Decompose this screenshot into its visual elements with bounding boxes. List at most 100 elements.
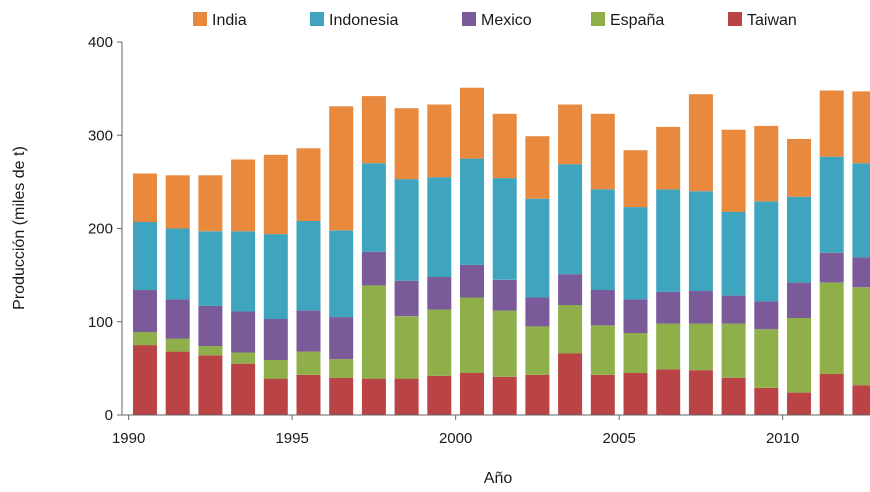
bar-españa-2004 bbox=[590, 325, 615, 375]
legend-swatch-india bbox=[193, 12, 207, 26]
bar-india-1994 bbox=[263, 154, 288, 235]
bar-india-2001 bbox=[492, 113, 517, 179]
bars bbox=[133, 87, 870, 415]
bar-india-2004 bbox=[590, 113, 615, 190]
bar-india-2011 bbox=[819, 90, 844, 157]
bar-españa-1998 bbox=[394, 316, 419, 379]
bar-mexico-1996 bbox=[329, 317, 354, 360]
bar-mexico-2000 bbox=[460, 264, 484, 298]
bar-taiwan-2000 bbox=[460, 373, 484, 415]
legend-label-indonesia: Indonesia bbox=[329, 12, 398, 29]
bar-españa-2000 bbox=[460, 297, 484, 373]
bar-taiwan-1999 bbox=[427, 375, 452, 415]
legend-label-taiwan: Taiwan bbox=[747, 12, 797, 29]
bar-españa-2008 bbox=[721, 323, 746, 378]
bar-españa-1997 bbox=[361, 285, 386, 379]
bar-taiwan-2006 bbox=[656, 369, 681, 415]
bar-indonesia-1992 bbox=[198, 231, 223, 306]
bar-indonesia-2011 bbox=[819, 156, 844, 253]
bar-mexico-2008 bbox=[721, 295, 746, 324]
bar-mexico-1994 bbox=[263, 319, 288, 360]
bar-indonesia-1993 bbox=[231, 231, 256, 312]
bar-indonesia-2000 bbox=[460, 158, 484, 265]
bar-india-2003 bbox=[558, 104, 583, 165]
bar-india-2007 bbox=[688, 94, 713, 192]
bar-españa-1999 bbox=[427, 309, 452, 376]
bar-indonesia-1997 bbox=[361, 163, 386, 252]
legend-swatch-españa bbox=[591, 12, 605, 26]
bar-indonesia-2006 bbox=[656, 189, 681, 292]
legend: India Indonesia Mexico España Taiwan bbox=[193, 12, 797, 29]
legend-swatch-taiwan bbox=[728, 12, 742, 26]
bar-india-1998 bbox=[394, 108, 419, 180]
bar-indonesia-1991 bbox=[165, 228, 190, 300]
y-tick-label: 400 bbox=[88, 34, 113, 51]
bar-mexico-2004 bbox=[590, 290, 615, 326]
bar-mexico-1993 bbox=[231, 311, 256, 353]
bar-taiwan-2005 bbox=[623, 373, 648, 415]
bar-españa-1992 bbox=[198, 346, 223, 356]
bar-india-1991 bbox=[165, 175, 190, 229]
bar-españa-2012 bbox=[852, 287, 870, 386]
bar-indonesia-2009 bbox=[754, 201, 779, 302]
bar-indonesia-2010 bbox=[787, 196, 811, 283]
bar-mexico-2001 bbox=[492, 279, 517, 311]
bar-indonesia-2002 bbox=[525, 198, 550, 298]
bar-indonesia-1995 bbox=[296, 221, 321, 311]
bar-taiwan-1992 bbox=[198, 355, 223, 415]
bar-mexico-2011 bbox=[819, 252, 844, 283]
bar-india-2006 bbox=[656, 126, 681, 190]
bar-taiwan-1990 bbox=[133, 345, 157, 415]
bar-españa-1991 bbox=[165, 338, 190, 352]
legend-label-india: India bbox=[212, 12, 247, 29]
legend-label-mexico: Mexico bbox=[481, 12, 532, 29]
bar-indonesia-2007 bbox=[688, 191, 713, 291]
ticks: 0 100 200 300 400 1990 1995 2000 2005 2010 bbox=[88, 34, 799, 447]
bar-india-2009 bbox=[754, 125, 779, 202]
bar-españa-2002 bbox=[525, 326, 550, 375]
bar-españa-2005 bbox=[623, 332, 648, 373]
bar-españa-1993 bbox=[231, 352, 256, 364]
bar-taiwan-1996 bbox=[329, 377, 354, 415]
bar-mexico-2007 bbox=[688, 291, 713, 324]
bar-india-2000 bbox=[460, 87, 484, 159]
bar-indonesia-2003 bbox=[558, 164, 583, 275]
bar-indonesia-1996 bbox=[329, 230, 354, 318]
bar-india-2008 bbox=[721, 129, 746, 212]
bar-españa-2011 bbox=[819, 282, 844, 374]
bar-taiwan-2009 bbox=[754, 388, 779, 415]
bar-india-1996 bbox=[329, 106, 354, 231]
bar-españa-1990 bbox=[133, 332, 157, 346]
bar-taiwan-2003 bbox=[558, 353, 583, 415]
bar-indonesia-1999 bbox=[427, 177, 452, 277]
bar-taiwan-2002 bbox=[525, 374, 550, 415]
bar-españa-1994 bbox=[263, 360, 288, 379]
bar-mexico-2012 bbox=[852, 257, 870, 288]
x-tick-label: 1995 bbox=[275, 430, 308, 447]
bar-españa-2007 bbox=[688, 323, 713, 371]
y-tick-label: 0 bbox=[105, 407, 113, 424]
bar-india-2012 bbox=[852, 91, 870, 164]
bar-taiwan-2012 bbox=[852, 385, 870, 415]
bar-taiwan-1998 bbox=[394, 378, 419, 415]
bar-taiwan-1994 bbox=[263, 378, 288, 415]
bar-mexico-2009 bbox=[754, 301, 779, 330]
legend-label-españa: España bbox=[610, 12, 664, 29]
bar-españa-2001 bbox=[492, 310, 517, 377]
bar-indonesia-2008 bbox=[721, 211, 746, 296]
bar-indonesia-2005 bbox=[623, 207, 648, 300]
bar-mexico-2010 bbox=[787, 282, 811, 318]
bar-taiwan-2004 bbox=[590, 374, 615, 415]
bar-indonesia-2004 bbox=[590, 189, 615, 290]
bar-india-1997 bbox=[361, 96, 386, 164]
bar-taiwan-2007 bbox=[688, 370, 713, 415]
y-tick-label: 200 bbox=[88, 221, 113, 238]
bar-españa-1995 bbox=[296, 351, 321, 375]
bar-mexico-2003 bbox=[558, 274, 583, 305]
bar-mexico-1991 bbox=[165, 299, 190, 339]
bar-taiwan-2010 bbox=[787, 392, 811, 415]
bar-mexico-1998 bbox=[394, 280, 419, 317]
bar-taiwan-1995 bbox=[296, 374, 321, 415]
x-tick-label: 2010 bbox=[766, 430, 799, 447]
